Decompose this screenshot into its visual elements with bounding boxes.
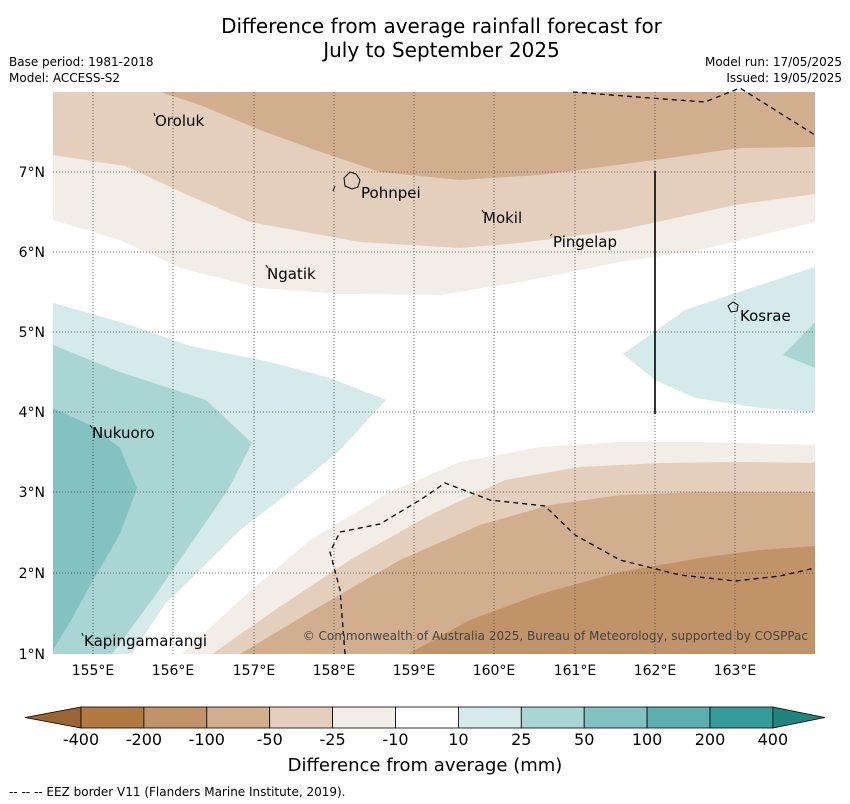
label-kosrae: Kosrae <box>740 307 791 325</box>
pohnpei-island-icon <box>343 171 361 190</box>
colorbar-segment <box>646 706 711 729</box>
label-mokil: Mokil <box>483 209 522 227</box>
colorbar-segment <box>80 706 145 729</box>
colorbar-labels: -400 -200 -100 -50 -25 -10 10 25 50 100 200 400 <box>63 730 788 749</box>
model-run: Model run: 17/05/2025 <box>704 55 842 69</box>
label-ngatik: Ngatik <box>267 265 316 283</box>
map-title: Difference from average rainfall forecas… <box>0 14 850 62</box>
gridlines <box>53 92 815 654</box>
lat-tick: 2°N <box>19 566 45 582</box>
lon-tick: 155°E <box>72 663 115 679</box>
eez-borders <box>329 87 816 655</box>
label-pingelap: Pingelap <box>553 233 617 251</box>
ngatik-atoll-icon <box>265 264 269 269</box>
lon-tick: 161°E <box>554 663 597 679</box>
issued-date: Issued: 19/05/2025 <box>726 71 842 85</box>
meta-right: Model run: 17/05/2025 Issued: 19/05/2025 <box>705 54 842 86</box>
lat-tick: 6°N <box>19 245 45 261</box>
colorbar-tick-label: 400 <box>758 730 789 749</box>
title-line-1: Difference from average rainfall forecas… <box>221 14 662 38</box>
model-name: Model: ACCESS-S2 <box>9 71 121 85</box>
lat-tick: 5°N <box>19 325 45 341</box>
meta-left: Base period: 1981-2018 Model: ACCESS-S2 <box>9 54 154 86</box>
pohnpei-islet-icon <box>332 185 336 192</box>
east-band-plus10 <box>623 267 815 412</box>
label-oroluk: Oroluk <box>155 112 204 130</box>
colorbar-segment <box>583 706 648 729</box>
lat-tick: 3°N <box>19 485 45 501</box>
contour-fills <box>53 92 815 654</box>
nukuoro-atoll-icon <box>89 424 93 429</box>
place-labels: Oroluk Pohnpei Mokil Pingelap Ngatik Kos… <box>84 112 791 650</box>
lon-tick: 159°E <box>393 663 436 679</box>
colorbar-extend-high <box>772 706 826 729</box>
colorbar-title: Difference from average (mm) <box>287 755 563 776</box>
colorbar-tick-label: 100 <box>632 730 663 749</box>
kosrae-island-icon <box>727 301 739 313</box>
lon-tick: 162°E <box>634 663 677 679</box>
colorbar-segment <box>709 706 774 729</box>
lat-tick: 4°N <box>19 405 45 421</box>
colorbar-tick-label: 25 <box>511 730 531 749</box>
islands <box>81 112 739 637</box>
west-band-plus50 <box>53 408 137 650</box>
colorbar-segment <box>206 706 271 729</box>
eez-border-north <box>572 87 816 136</box>
copyright-note: © Commonwealth of Australia 2025, Bureau… <box>303 629 808 643</box>
oroluk-atoll-icon <box>153 112 156 117</box>
mokil-atoll-icon <box>481 209 485 214</box>
title-line-2: July to September 2025 <box>323 38 560 62</box>
colorbar-segment <box>332 706 396 729</box>
lon-tick: 163°E <box>714 663 757 679</box>
pingelap-atoll-icon <box>549 233 553 237</box>
colorbar-tick-label: -100 <box>189 730 225 749</box>
colorbar-segment <box>520 706 585 729</box>
eez-border-south <box>329 482 816 655</box>
kapingamarangi-atoll-icon <box>81 632 84 637</box>
label-nukuoro: Nukuoro <box>92 424 155 442</box>
colorbar-tick-label: -25 <box>320 730 346 749</box>
west-band-plus25 <box>53 345 252 654</box>
colorbar-segment <box>143 706 208 729</box>
lon-tick: 156°E <box>152 663 195 679</box>
colorbar <box>24 706 826 729</box>
colorbar-segment <box>269 706 334 729</box>
colorbar-extend-low <box>24 706 82 729</box>
east-band-plus25 <box>783 322 815 368</box>
colorbar-tick-label: -400 <box>63 730 99 749</box>
north-band-minus50 <box>160 92 815 180</box>
colorbar-tick-label: 200 <box>695 730 726 749</box>
colorbar-segment <box>457 706 522 729</box>
label-pohnpei: Pohnpei <box>361 184 421 202</box>
base-period: Base period: 1981-2018 <box>9 55 154 69</box>
colorbar-tick-label: 10 <box>448 730 468 749</box>
colorbar-tick-label: -10 <box>382 730 408 749</box>
lat-tick: 1°N <box>19 647 45 663</box>
colorbar-segment <box>395 706 459 729</box>
lon-tick: 160°E <box>473 663 516 679</box>
lon-tick: 158°E <box>313 663 356 679</box>
colorbar-tick-label: 50 <box>574 730 594 749</box>
colorbar-tick-label: -50 <box>257 730 283 749</box>
longitude-ticks: 155°E 156°E 157°E 158°E 159°E 160°E 161°… <box>72 663 757 679</box>
label-kapingamarangi: Kapingamarangi <box>84 632 207 650</box>
lon-tick: 157°E <box>233 663 276 679</box>
eez-footnote: -- -- -- EEZ border V11 (Flanders Marine… <box>9 785 346 799</box>
lat-tick: 7°N <box>19 165 45 181</box>
colorbar-tick-label: -200 <box>126 730 162 749</box>
latitude-ticks: 7°N 6°N 5°N 4°N 3°N 2°N 1°N <box>19 165 45 663</box>
